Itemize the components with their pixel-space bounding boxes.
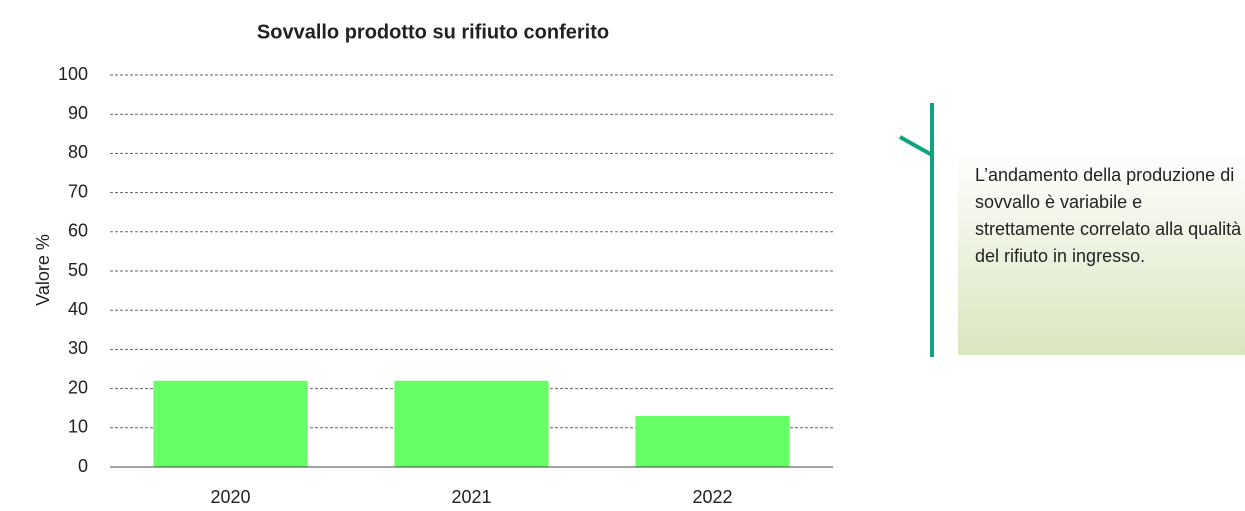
y-axis-label: Valore %	[33, 234, 53, 306]
y-tick-label: 10	[68, 417, 88, 437]
x-tick-label: 2022	[692, 487, 732, 507]
bar	[153, 380, 308, 467]
y-tick-label: 70	[68, 181, 88, 201]
annotation: L’andamento della produzione di sovvallo…	[958, 150, 1245, 355]
note-pointer	[899, 135, 933, 157]
y-tick-label: 20	[68, 377, 88, 397]
y-tick-label: 30	[68, 338, 88, 358]
chart-title: Sovvallo prodotto su rifiuto conferito	[257, 21, 609, 43]
y-tick-label: 40	[68, 299, 88, 319]
y-tick-label: 90	[68, 103, 88, 123]
x-tick-label: 2021	[451, 487, 491, 507]
bar	[635, 416, 790, 467]
y-tick-label: 80	[68, 142, 88, 162]
y-tick-label: 0	[78, 456, 88, 476]
y-tick-label: 60	[68, 221, 88, 241]
y-tick-label: 100	[58, 64, 88, 84]
x-tick-label: 2020	[210, 487, 250, 507]
bar	[394, 380, 549, 467]
y-tick-label: 50	[68, 260, 88, 280]
